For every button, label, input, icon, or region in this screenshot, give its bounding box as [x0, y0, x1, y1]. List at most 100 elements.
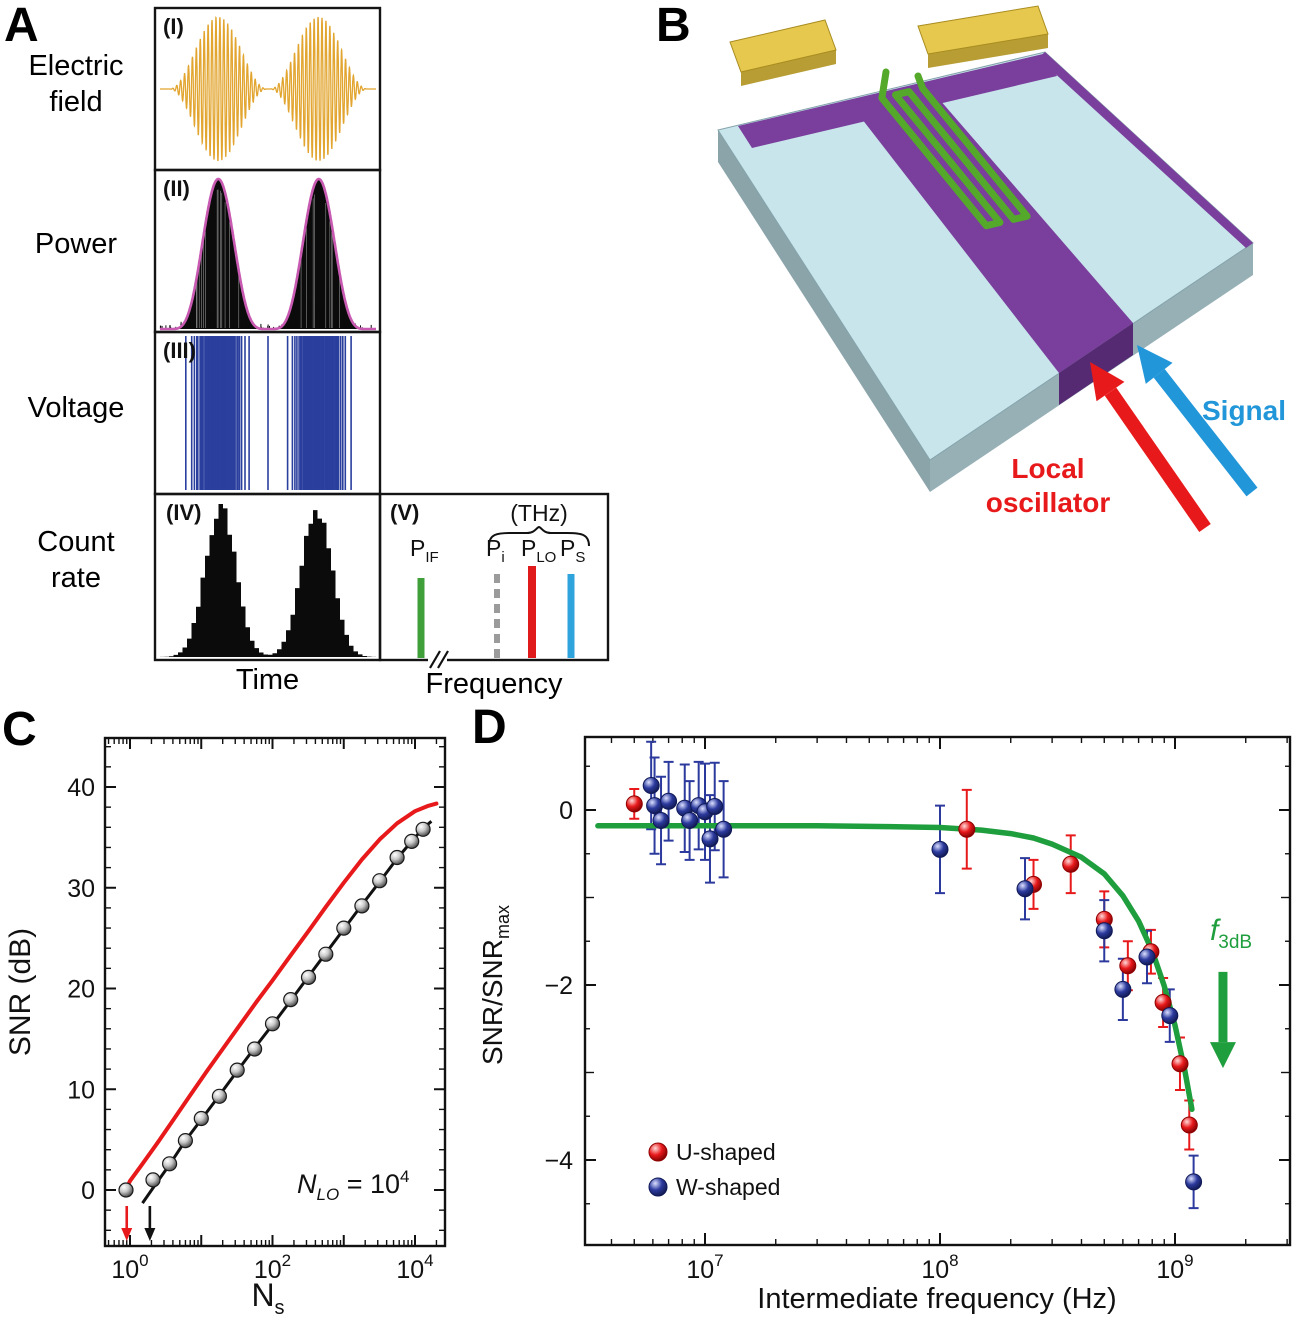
freq-bar-label-PIF: PIF	[410, 535, 439, 566]
plot-frame	[103, 736, 447, 1248]
y-tick-label: 20	[67, 976, 95, 1004]
snr-data-point	[264, 1016, 281, 1032]
label-line: field	[49, 86, 103, 118]
local-oscillator-label: oscillator	[986, 487, 1111, 518]
w-shaped-data-point	[1114, 980, 1132, 998]
w-shaped-data-point	[652, 812, 670, 829]
x-axis-label: Ns	[251, 1277, 284, 1319]
w-shaped-data-point	[1095, 922, 1113, 940]
panel-a-label: A	[4, 0, 39, 52]
local-oscillator-arrow	[1104, 387, 1211, 532]
frequency-box	[378, 492, 610, 662]
heterodyne-theory-curve	[121, 801, 439, 1196]
axis-break-slash	[437, 650, 449, 669]
thz-brace	[488, 525, 590, 547]
label-voltage: Voltage	[27, 392, 125, 424]
snr-data-point	[177, 1133, 193, 1149]
y-tick-label: 0	[81, 1177, 95, 1205]
panel-d-label: D	[472, 701, 507, 754]
x-tick-label: 104	[396, 1251, 433, 1284]
sub-panel-label: (II)	[163, 176, 190, 201]
x-tick-label: 108	[921, 1251, 958, 1284]
threshold-arrow-head	[144, 1228, 156, 1241]
x-tick-label: 102	[254, 1251, 291, 1284]
electric-field-waveform	[160, 16, 376, 162]
snr-data-point	[336, 920, 352, 936]
legend-marker-u-shaped	[648, 1142, 668, 1162]
waveguide-back-edge	[1038, 52, 1253, 248]
snr-data-point	[415, 821, 431, 837]
legend-label-u-shaped: U-shaped	[676, 1139, 776, 1165]
snr-data-point	[404, 833, 420, 849]
thz-label: (THz)	[510, 500, 567, 526]
signal-arrow	[1153, 369, 1258, 497]
contact-pad-left-side	[741, 50, 836, 86]
local-oscillator-label: Local	[1011, 453, 1084, 484]
snr-data-point	[193, 1110, 209, 1127]
u-shaped-data-point	[625, 795, 643, 813]
snr-data-point	[211, 1088, 227, 1104]
u-shaped-data-point	[1062, 855, 1080, 873]
w-shaped-data-point	[1138, 948, 1156, 966]
w-shaped-data-point	[701, 830, 719, 848]
w-shaped-data-point	[646, 797, 664, 815]
label-count-rate: Count rate	[0, 524, 152, 596]
waveguide-end-face	[1059, 323, 1133, 405]
y-axis-label: SNR (dB)	[4, 928, 37, 1056]
snr-data-point	[389, 849, 405, 866]
snr-data-point	[229, 1062, 245, 1078]
x-tick-label: 107	[686, 1251, 723, 1284]
y-tick-label: 0	[559, 797, 573, 825]
snr-data-point	[300, 969, 317, 985]
panel-b-label: B	[656, 0, 691, 52]
x-axis-label: Intermediate frequency (Hz)	[757, 1283, 1116, 1315]
label-line: rate	[51, 562, 101, 594]
panel-c-label: C	[2, 703, 37, 756]
sub-panel-label: (V)	[390, 500, 419, 525]
snr-data-point	[283, 992, 299, 1008]
w-shaped-data-point	[681, 812, 699, 829]
contact-pad-left	[729, 19, 837, 73]
roll-off-fit-curve	[595, 823, 1195, 1113]
signal-arrow-head	[1137, 345, 1173, 384]
nlo-annotation: NLO = 104	[297, 1167, 409, 1204]
power-envelope-fill	[160, 179, 376, 329]
snr-data-point	[118, 1182, 134, 1198]
plot-frame	[583, 735, 1292, 1247]
freq-bar-label-PLO: PLO	[521, 535, 556, 566]
label-power: Power	[34, 228, 118, 260]
w-shaped-data-point	[1016, 880, 1034, 898]
y-tick-label: 10	[67, 1076, 95, 1104]
panel-c-snr-chart: 100 102 104 0 10 20 30 40 NLO = 104 SNR (dB) Ns	[4, 736, 447, 1319]
label-line: Electric	[28, 50, 124, 82]
u-shaped-data-point	[958, 820, 976, 838]
sub-panel-label: (III)	[163, 338, 196, 363]
count-rate-histogram	[160, 504, 376, 657]
snr-data-point	[145, 1172, 161, 1188]
contact-pad-right	[917, 5, 1049, 55]
f3db-arrow-head	[1209, 1042, 1236, 1069]
u-shaped-data-point	[1180, 1116, 1198, 1134]
threshold-arrow-head	[121, 1228, 133, 1241]
y-tick-label: 40	[67, 774, 95, 802]
u-shaped-data-point	[1119, 957, 1137, 975]
substrate-left-face	[718, 130, 930, 492]
w-shaped-data-point	[660, 792, 678, 810]
w-shaped-data-point	[715, 820, 733, 838]
w-shaped-data-point	[1185, 1173, 1203, 1191]
panel-a-waveforms: (I) (II) (III) (IV) (V) PIF Pi PLO PS (THz)	[153, 6, 610, 669]
waveguide-strip	[855, 92, 1133, 373]
legend-label-w-shaped: W-shaped	[676, 1174, 780, 1200]
frequency-axis-label: Frequency	[425, 668, 563, 700]
local-oscillator-arrow-head	[1090, 362, 1125, 402]
freq-bar-label-PS: PS	[560, 535, 585, 566]
contact-pad-right-side	[928, 34, 1048, 68]
w-shaped-data-point	[1161, 1007, 1179, 1025]
axis-break-slash	[429, 650, 441, 669]
y-tick-label: −2	[544, 972, 573, 1000]
u-shaped-data-point	[1171, 1055, 1189, 1073]
x-tick-label: 109	[1156, 1251, 1193, 1284]
sub-panel-label: (IV)	[166, 500, 201, 525]
